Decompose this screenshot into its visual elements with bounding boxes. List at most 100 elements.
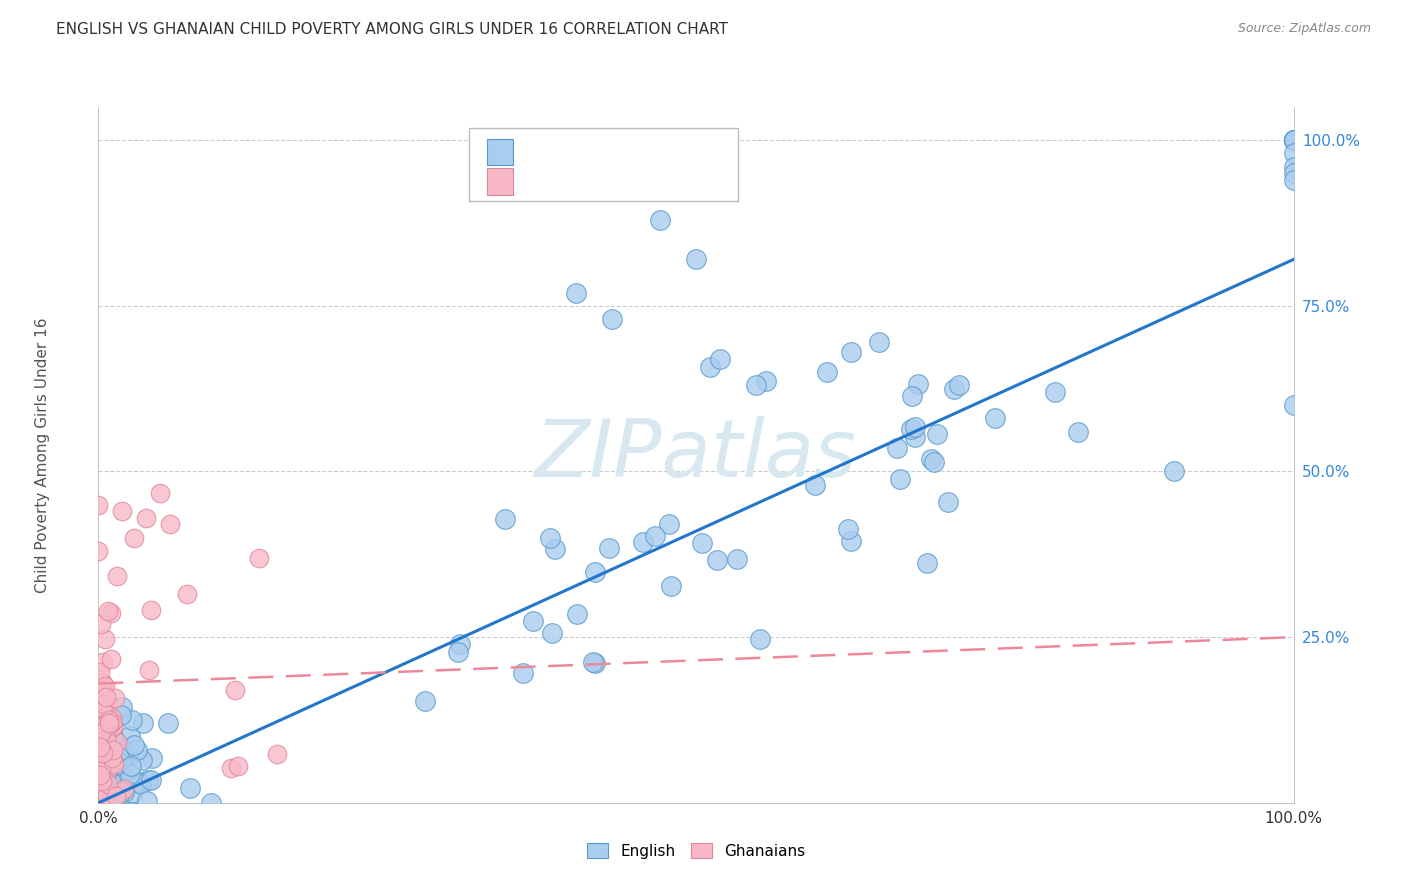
- Point: [121, 786, 143, 800]
- Text: ZIPatlas: ZIPatlas: [534, 416, 858, 494]
- Point: [598, 541, 620, 555]
- Point: [114, 782, 136, 797]
- Point: [900, 389, 922, 403]
- Point: [101, 730, 124, 744]
- Point: [141, 751, 163, 765]
- Point: [101, 822, 124, 837]
- Point: [105, 735, 128, 749]
- Point: [936, 495, 959, 509]
- Text: Source: ZipAtlas.com: Source: ZipAtlas.com: [1237, 22, 1371, 36]
- Point: [91, 771, 114, 785]
- Point: [247, 551, 270, 566]
- Point: [600, 312, 623, 326]
- Point: [538, 531, 561, 545]
- Point: [127, 805, 149, 820]
- Point: [1163, 465, 1185, 479]
- Point: [868, 334, 890, 349]
- Point: [540, 625, 562, 640]
- Point: [1282, 146, 1305, 161]
- Point: [89, 739, 111, 754]
- FancyBboxPatch shape: [470, 128, 738, 201]
- Point: [93, 703, 115, 717]
- Point: [94, 690, 117, 705]
- Point: [886, 441, 908, 455]
- Point: [157, 716, 180, 731]
- Point: [97, 718, 120, 732]
- Point: [839, 534, 862, 549]
- Point: [100, 800, 122, 814]
- Point: [87, 720, 110, 734]
- Point: [103, 829, 125, 843]
- Point: [93, 697, 115, 711]
- Point: [1282, 133, 1305, 147]
- Point: [97, 764, 120, 778]
- Point: [98, 719, 121, 733]
- Point: [110, 785, 132, 799]
- Point: [1282, 133, 1305, 147]
- Point: [101, 751, 124, 765]
- Point: [815, 365, 838, 379]
- Point: [89, 752, 111, 766]
- Point: [94, 679, 117, 693]
- Point: [948, 378, 970, 392]
- Point: [101, 711, 124, 725]
- Point: [117, 748, 139, 763]
- Point: [104, 813, 127, 827]
- Point: [512, 666, 534, 681]
- Point: [112, 771, 135, 785]
- Point: [101, 755, 124, 769]
- Point: [100, 606, 122, 620]
- Point: [110, 829, 132, 843]
- Point: [89, 749, 111, 764]
- Point: [98, 716, 121, 731]
- Point: [139, 603, 162, 617]
- Text: R = 0.617   N = 133: R = 0.617 N = 133: [524, 145, 679, 160]
- Point: [1282, 133, 1305, 147]
- Point: [104, 690, 127, 705]
- Point: [90, 725, 112, 739]
- Point: [90, 763, 112, 777]
- Point: [120, 759, 142, 773]
- Point: [97, 604, 120, 618]
- Point: [110, 707, 132, 722]
- Point: [907, 376, 929, 391]
- Point: [105, 568, 128, 582]
- Point: [131, 753, 153, 767]
- Point: [89, 742, 111, 756]
- Point: [943, 382, 966, 396]
- Point: [96, 754, 118, 768]
- Point: [93, 802, 115, 816]
- Point: [87, 544, 110, 558]
- Point: [159, 517, 181, 532]
- Point: [725, 552, 748, 566]
- Point: [120, 805, 142, 819]
- Point: [101, 714, 124, 729]
- Point: [120, 767, 142, 781]
- Point: [97, 759, 120, 773]
- Point: [89, 665, 111, 679]
- Point: [132, 716, 155, 731]
- Point: [446, 645, 468, 659]
- Point: [139, 773, 162, 788]
- Point: [100, 794, 122, 808]
- Point: [917, 556, 939, 570]
- Point: [565, 285, 588, 300]
- Point: [90, 675, 112, 690]
- Point: [449, 637, 471, 651]
- Point: [110, 805, 132, 820]
- Point: [1282, 133, 1305, 147]
- Point: [91, 655, 114, 669]
- Point: [1282, 133, 1305, 147]
- Point: [117, 829, 139, 843]
- Point: [142, 829, 165, 843]
- Point: [522, 614, 544, 628]
- Point: [1282, 398, 1305, 412]
- Point: [98, 713, 121, 727]
- Point: [1282, 173, 1305, 187]
- Point: [136, 772, 159, 787]
- Point: [93, 677, 115, 691]
- Point: [413, 694, 436, 708]
- Point: [127, 743, 149, 757]
- Point: [100, 730, 122, 744]
- Point: [583, 565, 606, 579]
